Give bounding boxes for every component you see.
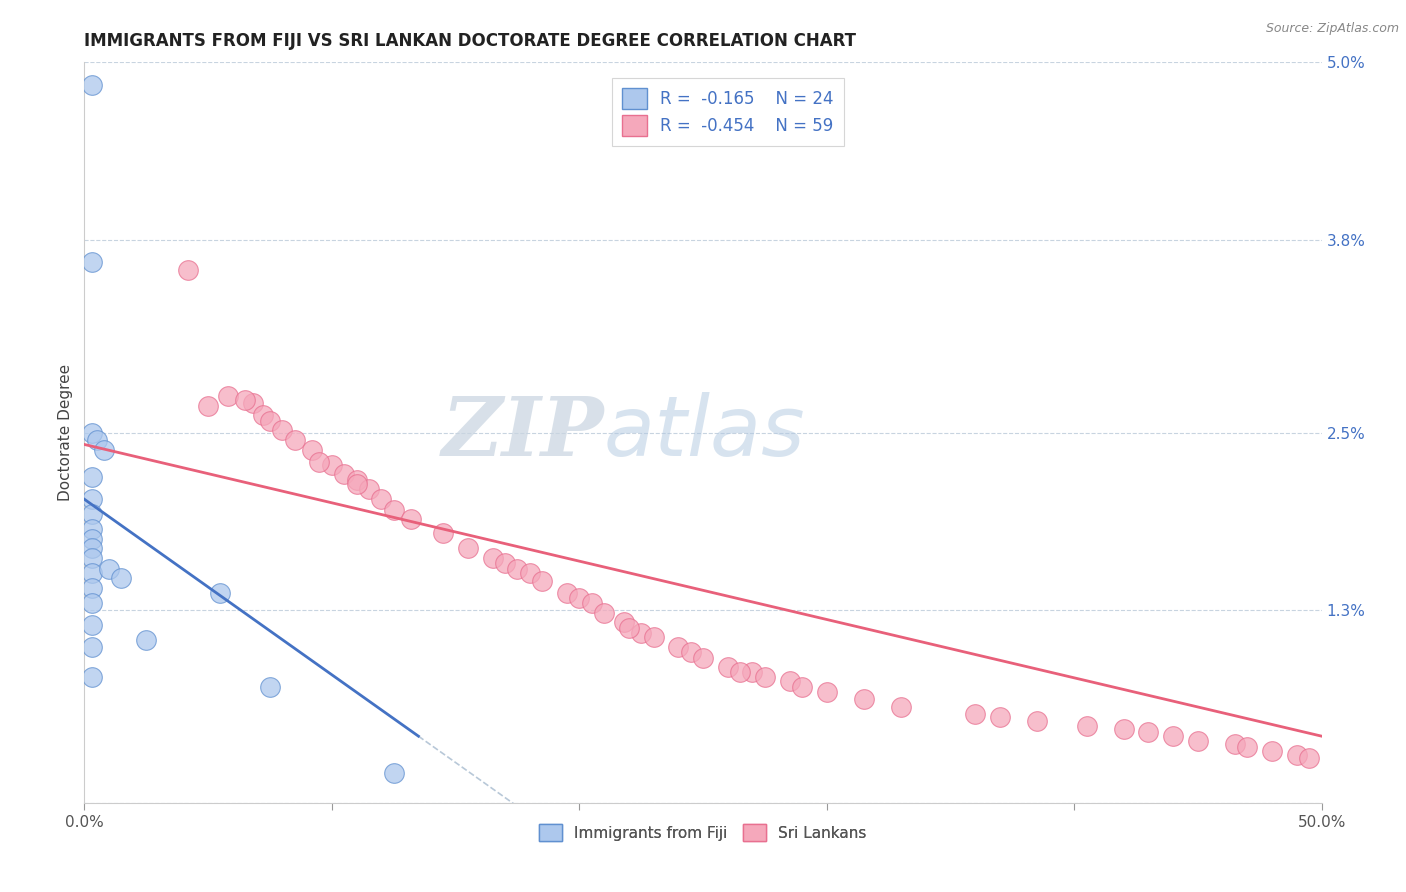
Point bbox=[80, 255, 103, 269]
Point bbox=[531, 574, 554, 588]
Point bbox=[1112, 722, 1135, 736]
Point bbox=[1236, 739, 1258, 754]
Point bbox=[80, 551, 103, 566]
Point bbox=[252, 408, 274, 422]
Y-axis label: Doctorate Degree: Doctorate Degree bbox=[58, 364, 73, 501]
Text: ZIP: ZIP bbox=[441, 392, 605, 473]
Point bbox=[519, 566, 541, 581]
Point bbox=[506, 562, 529, 576]
Point bbox=[308, 455, 330, 469]
Point bbox=[370, 492, 392, 507]
Point bbox=[209, 585, 232, 599]
Point bbox=[80, 522, 103, 536]
Point bbox=[93, 443, 115, 458]
Point bbox=[741, 665, 763, 680]
Text: atlas: atlas bbox=[605, 392, 806, 473]
Point bbox=[815, 685, 838, 699]
Point bbox=[259, 414, 281, 428]
Point bbox=[457, 541, 479, 555]
Point bbox=[382, 502, 405, 516]
Point bbox=[399, 511, 422, 525]
Point bbox=[271, 423, 294, 437]
Point bbox=[581, 596, 603, 610]
Point bbox=[1026, 714, 1049, 729]
Point bbox=[643, 630, 665, 644]
Point bbox=[80, 640, 103, 655]
Point bbox=[80, 596, 103, 610]
Point bbox=[357, 482, 380, 496]
Point bbox=[717, 659, 740, 673]
Point bbox=[630, 625, 652, 640]
Point bbox=[692, 650, 714, 665]
Point bbox=[790, 681, 813, 695]
Point bbox=[593, 607, 616, 621]
Point bbox=[80, 425, 103, 440]
Point bbox=[86, 433, 108, 447]
Point bbox=[666, 640, 689, 655]
Point bbox=[382, 766, 405, 780]
Point bbox=[80, 618, 103, 632]
Point bbox=[1223, 737, 1246, 751]
Point bbox=[80, 566, 103, 581]
Point bbox=[679, 645, 702, 659]
Point bbox=[333, 467, 356, 481]
Point bbox=[779, 674, 801, 689]
Point bbox=[233, 392, 256, 407]
Point bbox=[555, 585, 578, 599]
Point bbox=[617, 621, 640, 635]
Point bbox=[217, 388, 239, 402]
Point bbox=[80, 533, 103, 547]
Point bbox=[80, 581, 103, 595]
Point bbox=[301, 443, 323, 458]
Point bbox=[481, 551, 503, 566]
Point bbox=[965, 706, 987, 721]
Point bbox=[1285, 748, 1308, 763]
Point bbox=[432, 526, 454, 541]
Point bbox=[110, 571, 132, 585]
Point bbox=[98, 562, 121, 576]
Point bbox=[346, 473, 368, 487]
Point bbox=[197, 399, 219, 413]
Point bbox=[259, 681, 281, 695]
Point bbox=[1298, 751, 1320, 765]
Point bbox=[728, 665, 751, 680]
Point bbox=[1261, 744, 1284, 758]
Point bbox=[852, 692, 875, 706]
Point bbox=[1137, 724, 1160, 739]
Point bbox=[613, 615, 636, 629]
Point bbox=[1161, 729, 1184, 743]
Point bbox=[1076, 719, 1098, 733]
Point bbox=[80, 78, 103, 92]
Point bbox=[80, 470, 103, 484]
Point bbox=[80, 670, 103, 684]
Point bbox=[494, 556, 516, 570]
Point bbox=[80, 507, 103, 521]
Point bbox=[568, 591, 591, 606]
Point bbox=[988, 710, 1011, 724]
Point bbox=[754, 670, 776, 684]
Point bbox=[80, 541, 103, 555]
Text: IMMIGRANTS FROM FIJI VS SRI LANKAN DOCTORATE DEGREE CORRELATION CHART: IMMIGRANTS FROM FIJI VS SRI LANKAN DOCTO… bbox=[84, 32, 856, 50]
Text: Source: ZipAtlas.com: Source: ZipAtlas.com bbox=[1265, 22, 1399, 36]
Point bbox=[321, 458, 343, 473]
Point bbox=[284, 433, 307, 447]
Point bbox=[346, 477, 368, 491]
Point bbox=[242, 396, 264, 410]
Point bbox=[177, 262, 200, 277]
Legend: Immigrants from Fiji, Sri Lankans: Immigrants from Fiji, Sri Lankans bbox=[533, 818, 873, 847]
Point bbox=[80, 492, 103, 507]
Point bbox=[1187, 733, 1209, 747]
Point bbox=[135, 632, 157, 647]
Point bbox=[890, 699, 912, 714]
